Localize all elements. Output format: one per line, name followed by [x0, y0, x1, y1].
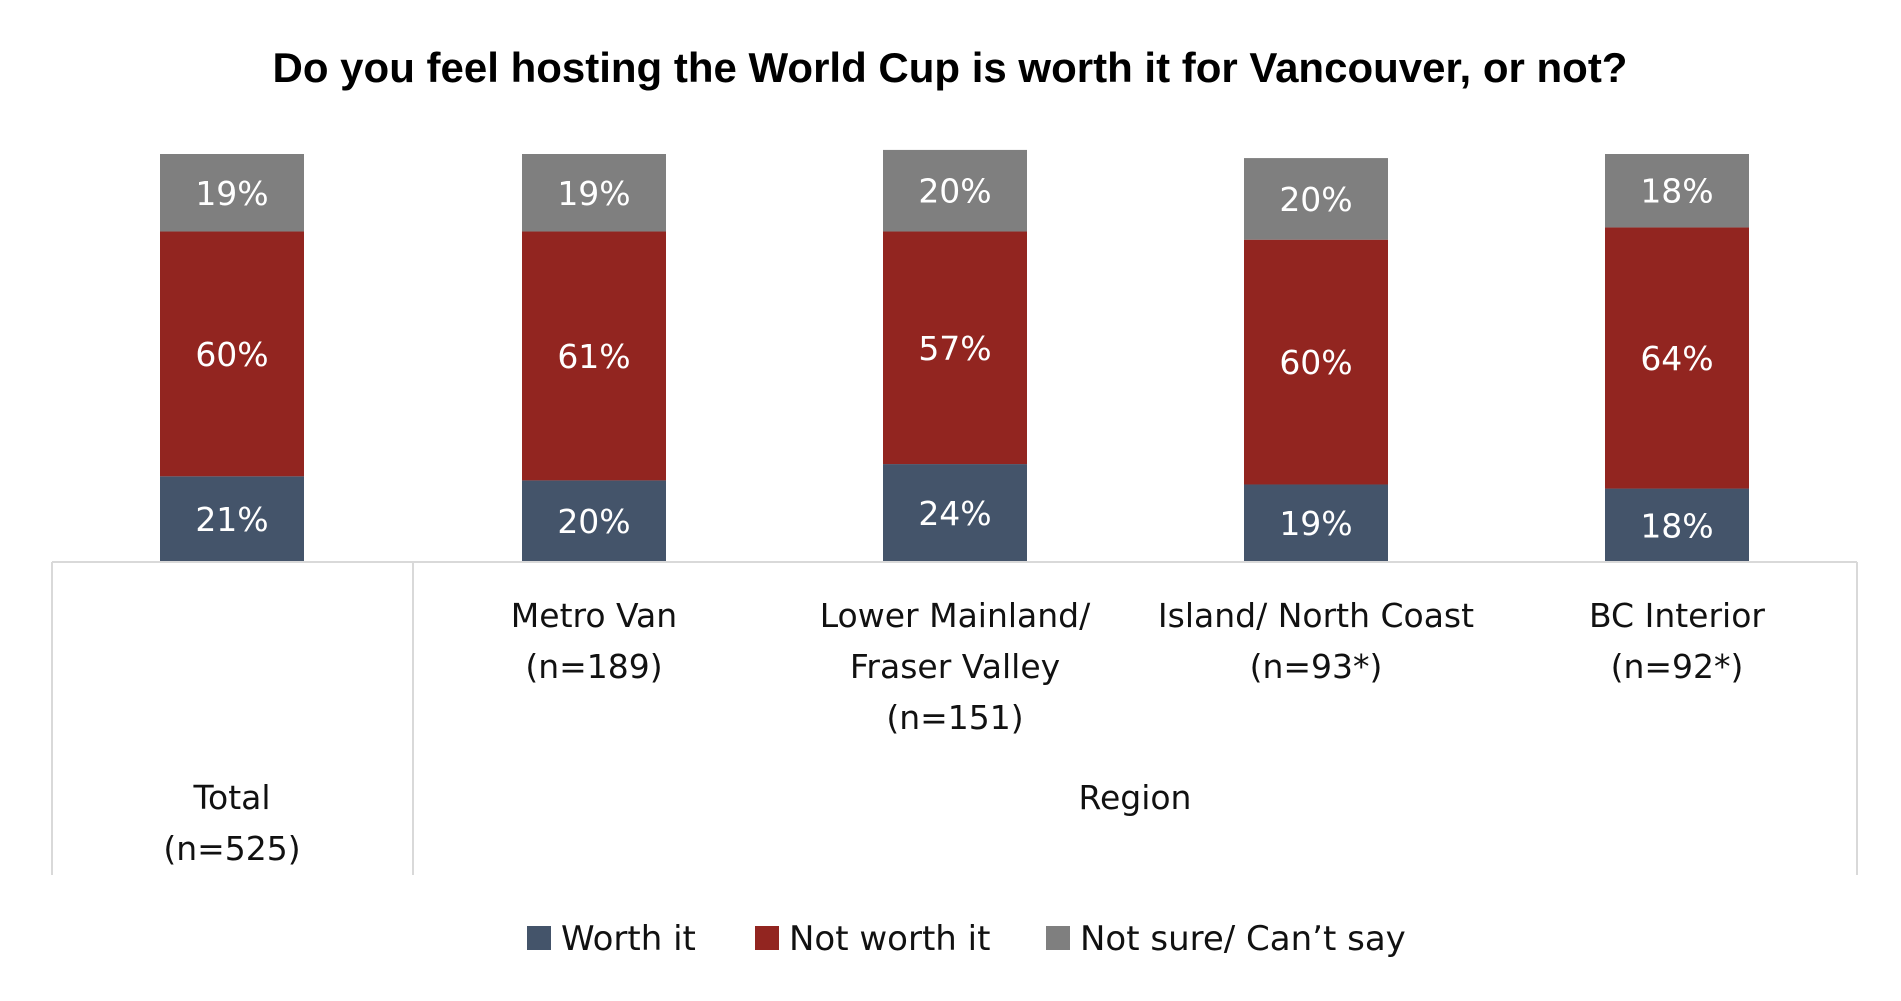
bar-segment-2-1 [883, 231, 1027, 465]
bars-layer: 21% 60% 19% 20% 61% 19% 24% 57% 20% 19% 60% 20% 18% 6… [160, 149, 1749, 562]
data-label-0-1: 60% [195, 335, 268, 374]
bar-segment-4-0 [1605, 488, 1749, 562]
data-label-2-2: 20% [918, 172, 991, 211]
bar-segment-0-1 [160, 231, 304, 477]
bar-segment-0-2 [160, 154, 304, 232]
category-label-1: Metro Van (n=189) [511, 596, 677, 686]
category-label-4: BC Interior (n=92*) [1589, 596, 1765, 686]
data-label-2-1: 57% [918, 329, 991, 368]
category-axis: Total (n=525) Metro Van (n=189) Lower Mainla… [51, 561, 1858, 875]
chart-title: Do you feel hosting the World Cup is wor… [273, 44, 1628, 91]
bar-segment-2-2 [883, 149, 1027, 232]
data-label-2-0: 24% [918, 494, 991, 533]
bar-segment-3-2 [1244, 158, 1388, 240]
data-label-1-1: 61% [557, 337, 630, 376]
data-label-4-0: 18% [1640, 506, 1713, 545]
legend-swatch-2 [1046, 926, 1070, 950]
bar-segment-3-0 [1244, 484, 1388, 562]
data-label-3-2: 20% [1279, 180, 1352, 219]
legend-label-0: Worth it [561, 919, 696, 959]
legend-label-2: Not sure/ Can’t say [1080, 919, 1406, 959]
data-label-3-0: 19% [1279, 504, 1352, 543]
bar-segment-3-1 [1244, 239, 1388, 485]
legend-label-1: Not worth it [789, 919, 990, 959]
category-label-2: Lower Mainland/Fraser Valley (n=151) [820, 596, 1091, 737]
group-label-1: Region [1079, 778, 1192, 817]
bar-segment-1-2 [522, 154, 666, 232]
data-label-4-2: 18% [1640, 172, 1713, 211]
bar-segment-1-0 [522, 480, 666, 562]
category-label-0: Total (n=525) [163, 778, 300, 868]
bar-segment-4-2 [1605, 154, 1749, 228]
data-label-0-2: 19% [195, 174, 268, 213]
bar-segment-4-1 [1605, 227, 1749, 489]
data-label-4-1: 64% [1640, 339, 1713, 378]
category-label-3: Island/ North Coast (n=93*) [1158, 596, 1474, 686]
data-label-1-2: 19% [557, 174, 630, 213]
data-label-1-0: 20% [557, 502, 630, 541]
bar-segment-2-0 [883, 464, 1027, 562]
data-label-0-0: 21% [195, 500, 268, 539]
legend-swatch-1 [755, 926, 779, 950]
legend: Worth it Not worth it Not sure/ Can’t say [527, 919, 1406, 959]
bar-segment-0-0 [160, 476, 304, 562]
bar-segment-1-1 [522, 231, 666, 481]
data-label-3-1: 60% [1279, 343, 1352, 382]
legend-swatch-0 [527, 926, 551, 950]
